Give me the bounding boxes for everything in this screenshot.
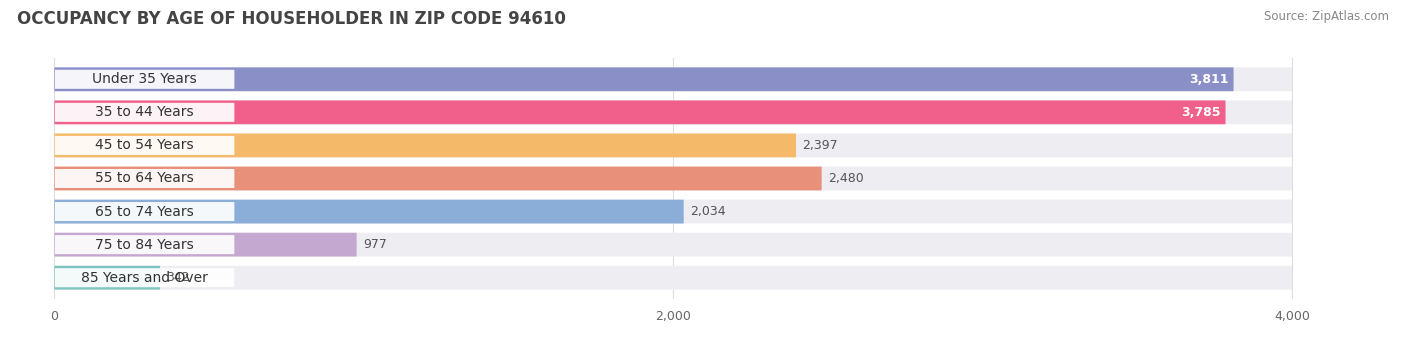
FancyBboxPatch shape bbox=[55, 100, 1226, 124]
FancyBboxPatch shape bbox=[55, 266, 1292, 290]
FancyBboxPatch shape bbox=[55, 167, 1292, 190]
FancyBboxPatch shape bbox=[55, 169, 235, 188]
FancyBboxPatch shape bbox=[55, 134, 1292, 157]
Text: 55 to 64 Years: 55 to 64 Years bbox=[96, 171, 194, 186]
Text: 35 to 44 Years: 35 to 44 Years bbox=[96, 105, 194, 119]
Text: OCCUPANCY BY AGE OF HOUSEHOLDER IN ZIP CODE 94610: OCCUPANCY BY AGE OF HOUSEHOLDER IN ZIP C… bbox=[17, 10, 565, 28]
FancyBboxPatch shape bbox=[55, 200, 683, 223]
FancyBboxPatch shape bbox=[55, 200, 1292, 223]
FancyBboxPatch shape bbox=[55, 235, 235, 254]
Text: 75 to 84 Years: 75 to 84 Years bbox=[96, 238, 194, 252]
Text: 2,480: 2,480 bbox=[828, 172, 863, 185]
FancyBboxPatch shape bbox=[55, 100, 1292, 124]
FancyBboxPatch shape bbox=[55, 233, 1292, 257]
Text: 2,397: 2,397 bbox=[803, 139, 838, 152]
FancyBboxPatch shape bbox=[55, 202, 235, 221]
Text: 65 to 74 Years: 65 to 74 Years bbox=[96, 205, 194, 219]
Text: 342: 342 bbox=[166, 271, 190, 284]
FancyBboxPatch shape bbox=[55, 266, 160, 290]
FancyBboxPatch shape bbox=[55, 136, 235, 155]
Text: 2,034: 2,034 bbox=[690, 205, 725, 218]
Text: 85 Years and Over: 85 Years and Over bbox=[82, 271, 208, 285]
Text: 977: 977 bbox=[363, 238, 387, 251]
FancyBboxPatch shape bbox=[55, 233, 357, 257]
FancyBboxPatch shape bbox=[55, 167, 821, 190]
Text: Under 35 Years: Under 35 Years bbox=[93, 72, 197, 86]
FancyBboxPatch shape bbox=[55, 67, 1292, 91]
Text: 3,785: 3,785 bbox=[1181, 106, 1220, 119]
Text: 3,811: 3,811 bbox=[1189, 73, 1229, 86]
Text: Source: ZipAtlas.com: Source: ZipAtlas.com bbox=[1264, 10, 1389, 23]
FancyBboxPatch shape bbox=[55, 134, 796, 157]
FancyBboxPatch shape bbox=[55, 67, 1233, 91]
FancyBboxPatch shape bbox=[55, 70, 235, 89]
FancyBboxPatch shape bbox=[55, 103, 235, 122]
Text: 45 to 54 Years: 45 to 54 Years bbox=[96, 138, 194, 152]
FancyBboxPatch shape bbox=[55, 268, 235, 287]
